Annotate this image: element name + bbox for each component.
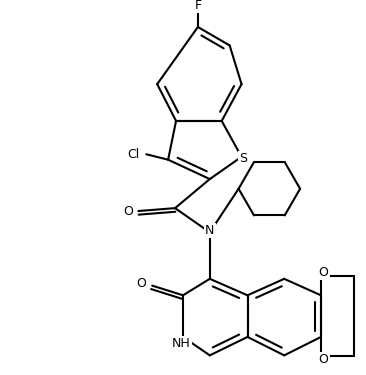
Text: N: N: [205, 224, 214, 237]
Text: O: O: [137, 277, 146, 290]
Text: O: O: [318, 266, 328, 279]
Text: F: F: [194, 0, 201, 12]
Text: O: O: [124, 204, 134, 218]
Text: Cl: Cl: [127, 148, 139, 161]
Text: S: S: [239, 152, 247, 165]
Text: NH: NH: [172, 337, 191, 350]
Text: O: O: [318, 354, 328, 366]
